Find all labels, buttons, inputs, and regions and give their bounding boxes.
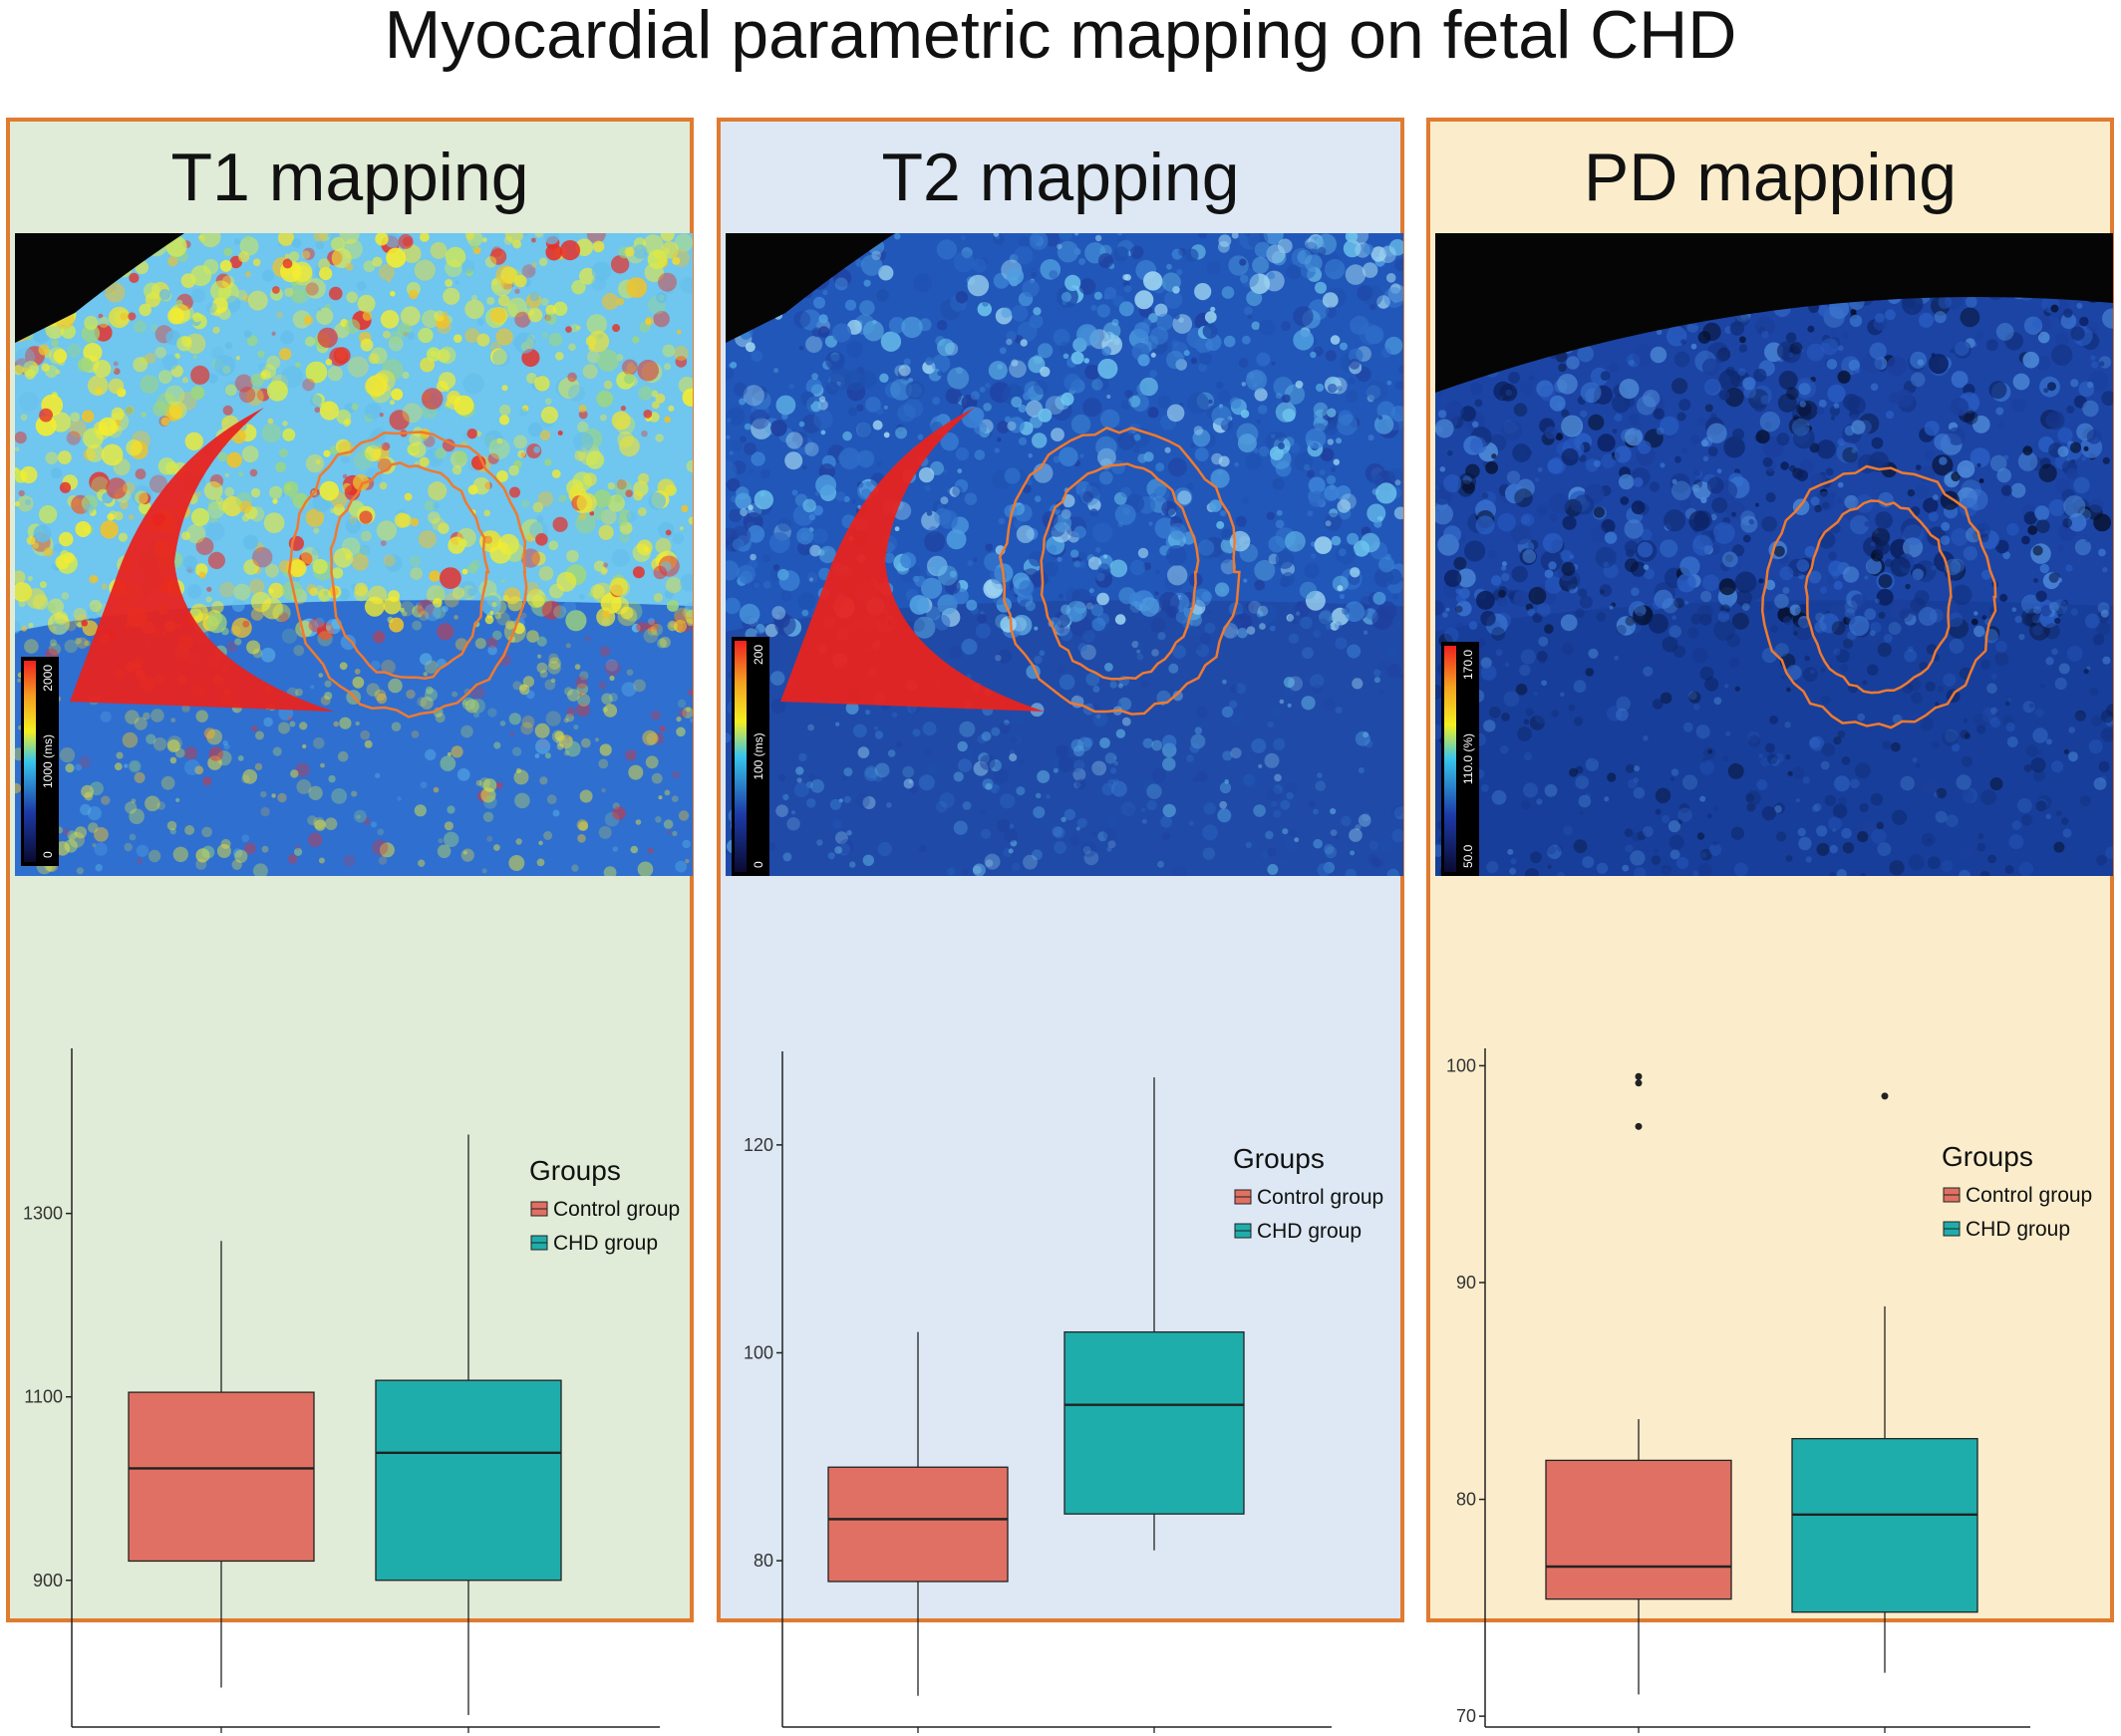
epicardial-contour bbox=[287, 431, 528, 719]
box-iqr bbox=[1063, 1330, 1245, 1515]
colorbar-label: 0 bbox=[752, 861, 765, 868]
colorbar-label: 110.0 (%) bbox=[1461, 733, 1475, 784]
endocardial-contour bbox=[1804, 499, 1953, 695]
box-plot: 900 1100 1300 Groups Control group CHD group bbox=[23, 1048, 680, 1733]
panel-pd: PD mapping 170.0 110.0 (%) 50.0 70 80 90 100 Gro… bbox=[1426, 118, 2114, 1733]
y-tick-label: 100 bbox=[744, 1342, 773, 1362]
map-dark-corner bbox=[15, 233, 184, 343]
box-iqr bbox=[128, 1391, 315, 1563]
legend-title: Groups bbox=[529, 1155, 621, 1186]
y-tick-label: 1100 bbox=[24, 1387, 63, 1407]
panel-t2: T2 mapping 200 100 (ms) 0 80 100 120 Groups Cont… bbox=[717, 118, 1404, 1733]
box-chd-group bbox=[375, 1134, 562, 1733]
endocardial-contour bbox=[329, 461, 490, 680]
y-tick-label: 900 bbox=[33, 1571, 63, 1591]
box-control-group bbox=[827, 1331, 1009, 1733]
map-texture bbox=[15, 233, 693, 876]
colorbar-label: 0 bbox=[41, 851, 55, 858]
epicardial-contour bbox=[1760, 464, 1997, 729]
y-tick-label: 1300 bbox=[23, 1204, 63, 1224]
panel-title: T1 mapping bbox=[170, 140, 529, 215]
colorbar-label: 200 bbox=[752, 645, 765, 665]
box-control-group bbox=[1545, 1072, 1732, 1733]
colorbar-label: 100 (ms) bbox=[752, 732, 765, 779]
page-title: Myocardial parametric mapping on fetal C… bbox=[384, 0, 1737, 73]
y-tick-label: 100 bbox=[1446, 1055, 1476, 1075]
outlier-point bbox=[1635, 1079, 1643, 1087]
colorbar-label: 50.0 bbox=[1461, 844, 1475, 868]
legend-label-control-group: Control group bbox=[1966, 1184, 2092, 1207]
colorbar-gradient bbox=[24, 661, 36, 862]
colorbar-label: 1000 (ms) bbox=[41, 734, 55, 788]
box-iqr bbox=[375, 1379, 562, 1582]
y-tick-label: 120 bbox=[744, 1135, 773, 1155]
box-iqr bbox=[1545, 1459, 1732, 1600]
box-plot: 70 80 90 100 Groups Control group CHD group bbox=[1446, 1048, 2092, 1733]
outlier-point bbox=[1881, 1092, 1889, 1100]
box-control-group bbox=[128, 1241, 315, 1733]
outlier-point bbox=[1635, 1072, 1643, 1080]
map-lower-tissue bbox=[1435, 600, 2113, 876]
map-dark-corner bbox=[726, 233, 895, 343]
parametric-map-image: 170.0 110.0 (%) 50.0 bbox=[1435, 233, 2113, 876]
panel-t1: T1 mapping 2000 1000 (ms) 0 900 1100 1300 Group… bbox=[6, 118, 694, 1733]
colorbar-label: 2000 bbox=[41, 665, 55, 692]
legend-label-chd-group: CHD group bbox=[1257, 1220, 1362, 1243]
legend-title: Groups bbox=[1233, 1143, 1325, 1174]
blood-pool-region bbox=[70, 408, 334, 712]
y-tick-label: 70 bbox=[1456, 1706, 1476, 1726]
legend-label-chd-group: CHD group bbox=[553, 1232, 658, 1255]
blood-pool-region bbox=[780, 408, 1045, 712]
panel-title: T2 mapping bbox=[881, 140, 1240, 215]
box-chd-group bbox=[1063, 1077, 1245, 1733]
parametric-map-image: 2000 1000 (ms) 0 bbox=[15, 233, 693, 876]
legend-label-chd-group: CHD group bbox=[1966, 1218, 2070, 1241]
y-tick-label: 80 bbox=[754, 1551, 773, 1571]
colorbar-gradient bbox=[735, 641, 747, 872]
y-tick-label: 80 bbox=[1456, 1490, 1476, 1510]
colorbar-gradient bbox=[1444, 646, 1456, 872]
colorbar-label: 170.0 bbox=[1461, 650, 1475, 680]
box-chd-group bbox=[1791, 1092, 1978, 1733]
box-iqr bbox=[1791, 1437, 1978, 1613]
legend-label-control-group: Control group bbox=[553, 1198, 680, 1221]
outlier-point bbox=[1635, 1122, 1643, 1130]
parametric-map-image: 200 100 (ms) 0 bbox=[726, 233, 1403, 876]
endocardial-contour bbox=[1040, 462, 1200, 681]
legend-label-control-group: Control group bbox=[1257, 1186, 1383, 1209]
box-plot: 80 100 120 Groups Control group CHD group bbox=[744, 1051, 1383, 1733]
panel-title: PD mapping bbox=[1583, 140, 1958, 215]
map-dark-corner bbox=[1435, 233, 2113, 393]
y-tick-label: 90 bbox=[1456, 1273, 1476, 1293]
box-iqr bbox=[827, 1466, 1009, 1583]
legend-title: Groups bbox=[1942, 1141, 2033, 1172]
epicardial-contour bbox=[998, 427, 1241, 716]
